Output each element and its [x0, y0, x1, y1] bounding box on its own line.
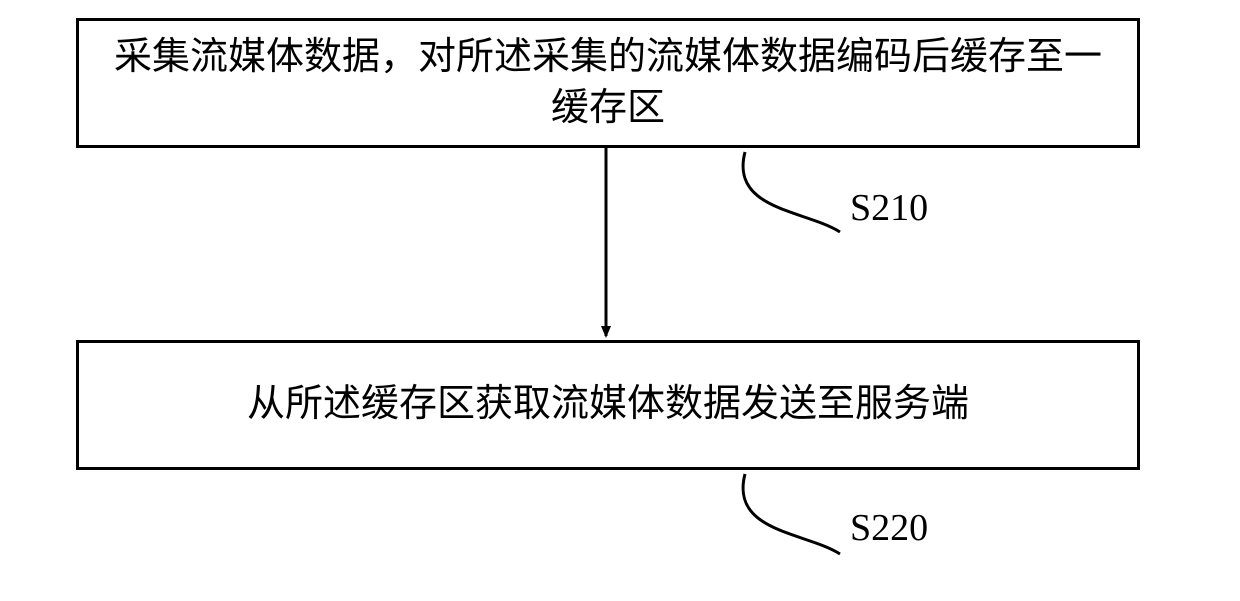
flowchart-svg-overlay: S210 S220	[0, 0, 1240, 601]
flowchart-canvas: 采集流媒体数据，对所述采集的流媒体数据编码后缓存至一缓存区 从所述缓存区获取流媒…	[0, 0, 1240, 601]
callout-curve-s220	[743, 474, 840, 554]
step-label-s220: S220	[850, 507, 928, 549]
callout-curve-s210	[743, 152, 840, 232]
step-label-s210: S210	[850, 187, 928, 229]
